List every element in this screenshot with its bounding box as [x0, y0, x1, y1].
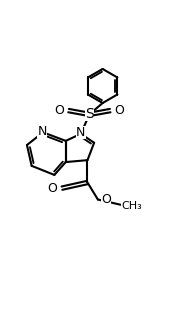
Text: S: S: [85, 107, 94, 121]
Text: O: O: [114, 104, 124, 117]
Text: O: O: [47, 182, 57, 195]
Text: O: O: [101, 193, 111, 207]
Text: N: N: [76, 126, 86, 139]
Text: O: O: [55, 104, 65, 117]
Text: CH₃: CH₃: [122, 201, 142, 211]
Text: N: N: [37, 125, 47, 138]
